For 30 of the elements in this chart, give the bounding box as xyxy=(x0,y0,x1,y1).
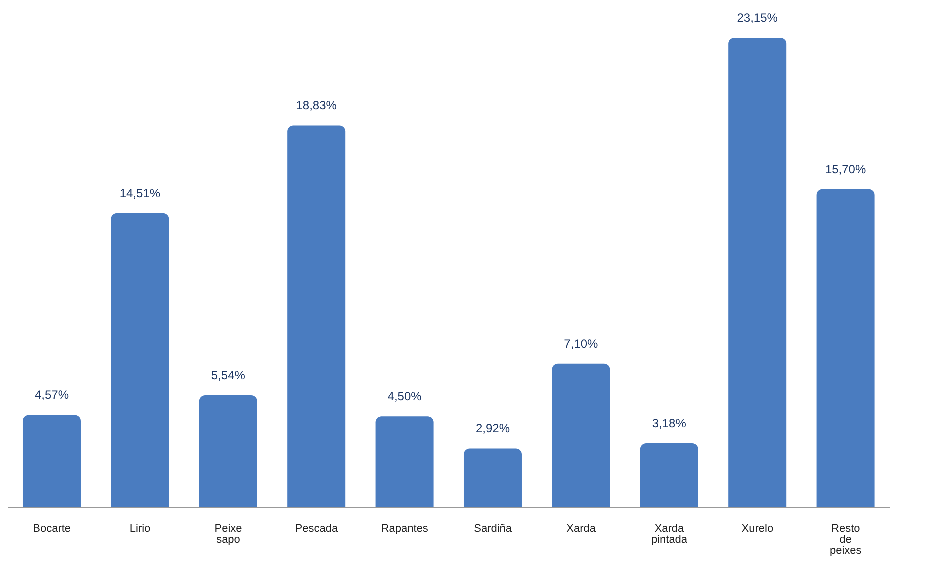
x-tick-label: Lirio xyxy=(130,522,151,535)
x-tick-label: Bocarte xyxy=(33,522,72,535)
bar xyxy=(199,396,258,508)
data-label: 3,18% xyxy=(652,416,687,430)
bar xyxy=(728,38,787,508)
bar xyxy=(111,213,170,508)
bar xyxy=(22,415,81,508)
data-label: 4,50% xyxy=(388,390,422,404)
x-tick-label: Pescada xyxy=(295,522,339,535)
data-label: 15,70% xyxy=(825,162,866,176)
data-label: 5,54% xyxy=(211,368,246,383)
x-tick-label: Xarda xyxy=(566,522,597,535)
bar xyxy=(552,364,610,508)
data-label: 14,51% xyxy=(120,186,161,200)
bar xyxy=(376,416,434,508)
x-tick-label: Sardiña xyxy=(474,522,513,535)
data-label: 23,15% xyxy=(737,11,778,25)
bar xyxy=(288,126,346,508)
x-tick-label: Xurelo xyxy=(742,522,774,535)
data-label: 2,92% xyxy=(476,422,510,436)
bar xyxy=(816,189,875,508)
x-tick-label: Xarda pintada xyxy=(651,522,688,546)
data-label: 7,10% xyxy=(564,336,599,351)
x-tick-label: Peixe sapo xyxy=(214,522,242,546)
x-tick-label: Resto de peixes xyxy=(830,522,862,557)
x-tick-label: Rapantes xyxy=(381,522,429,535)
bar xyxy=(464,448,522,508)
data-label: 4,57% xyxy=(34,388,70,402)
data-label: 18,83% xyxy=(296,98,338,113)
bar xyxy=(640,443,698,508)
